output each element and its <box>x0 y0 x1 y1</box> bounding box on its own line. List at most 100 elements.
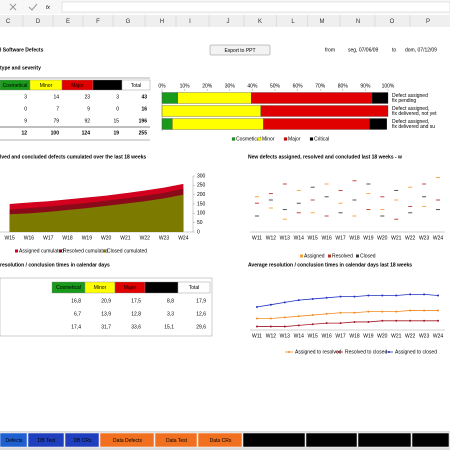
x-tick-label: W23 <box>419 333 430 339</box>
enter-icon[interactable] <box>28 3 38 11</box>
bar-segment <box>161 92 178 104</box>
column-header: I <box>189 19 191 25</box>
cell: 0 <box>116 106 119 112</box>
sheet-tab[interactable] <box>154 432 198 448</box>
legend-label: Assigned to closed <box>395 350 437 356</box>
cell: 29,6 <box>196 324 206 330</box>
point <box>381 294 384 297</box>
y-tick-label: 150 <box>197 201 206 207</box>
x-tick-label: W23 <box>419 235 430 241</box>
x-tick-label: W22 <box>405 235 416 241</box>
x-tick-label: W17 <box>43 235 54 241</box>
x-tick-label: 0% <box>158 83 166 89</box>
line <box>256 293 439 308</box>
sheet-tab[interactable] <box>411 432 450 448</box>
table-frame <box>0 277 213 337</box>
point <box>325 296 328 299</box>
column-header: G <box>126 19 131 25</box>
legend-swatch <box>283 137 288 141</box>
sheet-tab[interactable] <box>197 432 243 448</box>
line <box>256 320 439 327</box>
cell: 20,9 <box>101 298 111 304</box>
sheet-tab[interactable] <box>242 432 306 448</box>
point <box>423 293 426 296</box>
sheet-tab[interactable] <box>357 432 412 448</box>
row-label: fix pending <box>392 98 416 104</box>
x-tick-label: W18 <box>349 333 360 339</box>
sheet-tab[interactable] <box>305 432 358 448</box>
point <box>297 324 300 327</box>
cell: 12,8 <box>131 311 141 317</box>
legend-label: Closed <box>360 254 376 260</box>
point <box>283 316 286 319</box>
cell: 14 <box>53 94 59 100</box>
formula-input[interactable] <box>61 1 450 13</box>
from-date: seg, 07/06/09 <box>348 47 379 53</box>
legend-label: Minor <box>262 137 275 143</box>
x-tick-label: W16 <box>24 235 35 241</box>
point <box>395 310 398 313</box>
point <box>409 293 412 296</box>
x-tick-label: W19 <box>363 333 374 339</box>
x-tick-label: 100% <box>382 83 395 89</box>
point <box>353 320 356 323</box>
legend-swatch <box>309 137 314 141</box>
x-tick-label: W24 <box>433 235 444 241</box>
x-tick-label: 70% <box>315 83 326 89</box>
point <box>409 319 412 322</box>
legend-swatch <box>59 249 62 253</box>
sheet-tab-label: DB CRs <box>73 438 92 444</box>
point <box>311 314 314 317</box>
export-button[interactable] <box>209 44 271 56</box>
legend-swatch <box>257 137 262 141</box>
point <box>353 311 356 314</box>
cell: 255 <box>139 130 148 136</box>
point <box>437 294 440 297</box>
x-tick-label: W20 <box>377 333 388 339</box>
sheet-tab[interactable] <box>99 432 155 448</box>
column-header: M <box>320 19 325 25</box>
bar-segment <box>260 105 389 117</box>
cell: 8,8 <box>167 298 174 304</box>
section-title: type and severity <box>0 65 41 71</box>
x-tick-label: W22 <box>405 333 416 339</box>
header-label: Critical <box>100 83 115 89</box>
cell: 0 <box>24 106 27 112</box>
x-tick-label: W13 <box>280 333 291 339</box>
cell: 124 <box>82 130 91 136</box>
x-tick-label: W16 <box>321 235 332 241</box>
legend-swatch <box>356 254 359 258</box>
cancel-icon[interactable] <box>9 3 17 11</box>
cell: 15,1 <box>164 324 174 330</box>
point <box>395 294 398 297</box>
x-tick-label: W12 <box>266 235 277 241</box>
row-label: fix delivered, not yet <box>392 111 437 117</box>
cell: 17,9 <box>196 298 206 304</box>
sheet-tab[interactable] <box>27 432 65 448</box>
row-label: Defect assigned, <box>392 119 429 125</box>
y-tick-label: 250 <box>197 183 206 189</box>
column-header: D <box>36 19 41 25</box>
point <box>367 320 370 323</box>
cell: 16,8 <box>71 298 81 304</box>
legend-label: Resolved to closed <box>345 350 387 356</box>
sheet-tab[interactable] <box>64 432 100 448</box>
sheet-tab[interactable] <box>0 432 28 448</box>
point <box>437 309 440 312</box>
sheet-tab-label: Control Test <box>319 438 346 444</box>
header-label: Total <box>189 285 200 291</box>
point <box>423 319 426 322</box>
y-tick-label: 300 <box>197 173 206 179</box>
column-header: O <box>390 19 395 25</box>
export-button-label: Export to PPT <box>224 48 255 54</box>
legend-swatch <box>15 249 18 253</box>
cell: 9 <box>24 118 27 124</box>
header-label: Major <box>71 83 84 89</box>
x-tick-label: W11 <box>252 235 262 241</box>
legend-swatch <box>338 351 340 353</box>
x-tick-label: W20 <box>377 235 388 241</box>
cell: 92 <box>84 118 90 124</box>
cell: 17,4 <box>71 324 81 330</box>
x-tick-label: 50% <box>270 83 281 89</box>
point <box>409 309 412 312</box>
